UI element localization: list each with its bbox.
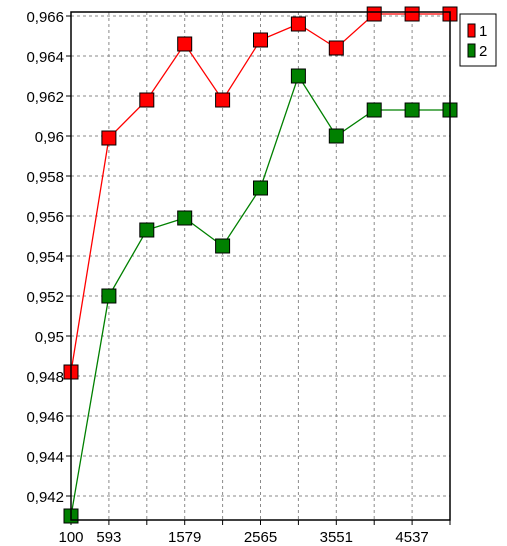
x-axis-ticks: 100 593 1579 2565 3551 4537 [58,520,451,546]
y-tick-label: 0,966 [26,9,64,26]
y-tick-label: 0,96 [35,129,64,146]
y-axis-ticks: 0,942 0,944 0,946 0,948 0,95 0,952 0,954 0,956 0… [26,9,71,506]
data-point-series-1 [253,32,268,48]
legend: 12 [459,13,497,67]
y-tick-label: 0,964 [26,49,64,66]
data-point-series-1 [101,130,117,146]
y-tick-label: 0,954 [26,249,64,266]
y-tick-label: 0,962 [26,89,64,106]
data-point-series-2 [177,210,193,226]
y-tick-label: 0,944 [26,449,64,466]
data-point-series-2 [101,288,117,304]
y-tick-label: 0,956 [26,209,64,226]
data-point-series-2 [366,102,382,118]
data-point-series-2 [253,180,268,196]
data-point-series-1 [366,6,382,22]
data-point-series-2 [215,238,231,254]
x-tick-label: 3551 [320,529,353,546]
data-point-series-2 [139,222,155,238]
x-tick-label: 1579 [168,529,201,546]
y-tick-label: 0,946 [26,409,64,426]
y-tick-label: 0,95 [35,329,64,346]
legend-swatch-2 [467,43,476,58]
y-tick-label: 0,942 [26,489,64,506]
data-point-series-1 [215,92,231,108]
series-layer [63,6,458,524]
data-point-series-1 [139,92,155,108]
x-tick-label: 593 [96,529,121,546]
x-tick-label: 100 [58,529,83,546]
legend-box [459,13,497,67]
y-tick-label: 0,952 [26,289,64,306]
legend-swatch-1 [467,23,476,38]
data-point-series-1 [404,6,420,22]
x-tick-label: 4537 [395,529,428,546]
x-tick-label: 2565 [244,529,277,546]
data-point-series-1 [177,36,193,52]
data-point-series-2 [404,102,420,118]
legend-label-2: 2 [479,43,487,60]
legend-label-1: 1 [479,23,487,40]
data-point-series-1 [290,16,306,32]
y-tick-label: 0,958 [26,169,64,186]
grid [71,12,451,520]
data-point-series-2 [290,68,306,84]
y-tick-label: 0,948 [26,369,64,386]
data-point-series-2 [328,128,344,144]
data-point-series-1 [328,40,344,56]
plot-frame [70,11,451,521]
